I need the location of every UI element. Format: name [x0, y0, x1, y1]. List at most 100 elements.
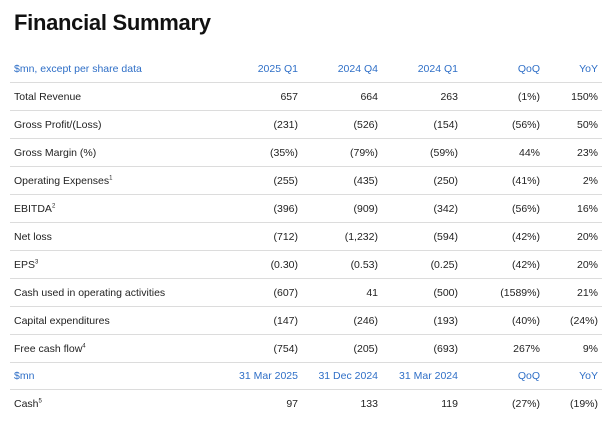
- page-title: Financial Summary: [14, 10, 211, 35]
- table-cell: 50%: [544, 110, 602, 139]
- row-label: Operating Expenses: [14, 174, 110, 187]
- table-cell: (42%): [462, 222, 544, 251]
- table-cell: (607): [206, 278, 302, 307]
- table-cell: (147): [206, 306, 302, 335]
- header-label: $mn: [10, 362, 206, 390]
- table-cell: (59%): [382, 138, 462, 167]
- table-cell: 267%: [462, 334, 544, 363]
- table-cell: 657: [206, 82, 302, 111]
- table-row: Capital expenditures (147) (246) (193) (40%)…: [10, 306, 602, 335]
- table-cell: (41%): [462, 166, 544, 195]
- row-label-cell: Cash5: [10, 390, 206, 418]
- footnote-marker: 5: [38, 398, 42, 404]
- column-header: 2024 Q4: [302, 56, 382, 83]
- table-cell: (693): [382, 334, 462, 363]
- row-label-cell: Free cash flow4: [10, 334, 206, 363]
- table-cell: 2%: [544, 166, 602, 195]
- table-cell: (594): [382, 222, 462, 251]
- table-cell: 23%: [544, 138, 602, 167]
- table-cell: (526): [302, 110, 382, 139]
- table-cell: (250): [382, 166, 462, 195]
- table-cell: (1,232): [302, 222, 382, 251]
- table-row: Gross Margin (%) (35%) (79%) (59%) 44% 23%: [10, 138, 602, 167]
- row-label-cell: Gross Margin (%): [10, 138, 206, 167]
- row-label: Cash: [14, 397, 39, 410]
- table-cell: 150%: [544, 82, 602, 111]
- table-row: Gross Profit/(Loss) (231) (526) (154) (56%) 5…: [10, 110, 602, 139]
- table-cell: (154): [382, 110, 462, 139]
- table-cell: (56%): [462, 194, 544, 223]
- row-label: Capital expenditures: [14, 314, 110, 327]
- table-row: Operating Expenses1 (255) (435) (250) (41%) 2…: [10, 166, 602, 195]
- table-row: Free cash flow4 (754) (205) (693) 267% 9%: [10, 334, 602, 363]
- row-label: Gross Margin (%): [14, 146, 97, 159]
- column-header: QoQ: [462, 362, 544, 390]
- table-cell: 133: [360, 397, 378, 410]
- row-label: Total Revenue: [14, 90, 82, 103]
- table-row: EBITDA2 (396) (909) (342) (56%) 16%: [10, 194, 602, 223]
- footnote-marker: 3: [35, 259, 39, 265]
- column-header: 31 Mar 2025: [206, 362, 302, 390]
- table-cell: (193): [382, 306, 462, 335]
- row-label-cell: EPS3: [10, 250, 206, 279]
- table-row: Cash5 97 133 119 (27%) (19%): [10, 390, 602, 418]
- table-cell: (35%): [206, 138, 302, 167]
- column-header: QoQ: [462, 56, 544, 83]
- table-cell: (396): [206, 194, 302, 223]
- row-label: Free cash flow: [14, 342, 83, 355]
- table-row: Total Revenue 657 664 263 (1%) 150%: [10, 82, 602, 111]
- table-cell: 21%: [544, 278, 602, 307]
- column-header: YoY: [544, 362, 602, 390]
- footnote-marker: 1: [109, 175, 113, 181]
- table-cell: (205): [302, 334, 382, 363]
- table-row: Cash used in operating activities (607) 41…: [10, 278, 602, 307]
- table-cell: (0.53): [302, 250, 382, 279]
- header-label: $mn, except per share data: [10, 56, 206, 83]
- table-cell: (79%): [302, 138, 382, 167]
- financial-summary-table: $mn, except per share data 2025 Q1 2024 Q4…: [10, 56, 602, 417]
- table-cell: 263: [382, 82, 462, 111]
- cash-header-row: $mn 31 Mar 2025 31 Dec 2024 31 Mar 2024 QoQ Y…: [10, 362, 602, 390]
- row-label-cell: Gross Profit/(Loss): [10, 110, 206, 139]
- table-cell: (42%): [462, 250, 544, 279]
- column-header: 31 Dec 2024: [302, 362, 382, 390]
- row-label: EBITDA: [14, 202, 52, 215]
- table-cell: (435): [302, 166, 382, 195]
- table-cell: (0.30): [206, 250, 302, 279]
- table-cell: (40%): [462, 306, 544, 335]
- table-cell: (231): [206, 110, 302, 139]
- table-cell: (0.25): [382, 250, 462, 279]
- column-header: 2025 Q1: [206, 56, 302, 83]
- table-cell: (24%): [544, 306, 602, 335]
- table-cell: (754): [206, 334, 302, 363]
- table-cell: (246): [302, 306, 382, 335]
- table-cell: (19%): [569, 397, 598, 410]
- row-label: EPS: [14, 258, 36, 271]
- table-cell: 9%: [544, 334, 602, 363]
- column-header: YoY: [544, 56, 602, 83]
- row-label-cell: Cash used in operating activities: [10, 278, 206, 307]
- table-cell: (909): [302, 194, 382, 223]
- table-row: EPS3 (0.30) (0.53) (0.25) (42%) 20%: [10, 250, 602, 279]
- table-cell: 664: [302, 82, 382, 111]
- row-label-cell: Operating Expenses1: [10, 166, 206, 195]
- row-label-cell: Total Revenue: [10, 82, 206, 111]
- table-cell: (712): [206, 222, 302, 251]
- table-cell: (342): [382, 194, 462, 223]
- table-cell: 44%: [462, 138, 544, 167]
- table-cell: 41: [302, 278, 382, 307]
- table-cell: 16%: [544, 194, 602, 223]
- row-label-cell: EBITDA2: [10, 194, 206, 223]
- table-cell: (27%): [511, 397, 540, 410]
- table-row: Net loss (712) (1,232) (594) (42%) 20%: [10, 222, 602, 251]
- table-cell: (56%): [462, 110, 544, 139]
- row-label-cell: Net loss: [10, 222, 206, 251]
- table-header-row: $mn, except per share data 2025 Q1 2024 Q4…: [10, 56, 602, 83]
- row-label: Gross Profit/(Loss): [14, 118, 102, 131]
- table-cell: (1%): [462, 82, 544, 111]
- table-cell: 20%: [544, 222, 602, 251]
- footnote-marker: 4: [82, 343, 86, 349]
- table-cell: (255): [206, 166, 302, 195]
- footnote-marker: 2: [51, 203, 56, 209]
- table-cell: (500): [382, 278, 462, 307]
